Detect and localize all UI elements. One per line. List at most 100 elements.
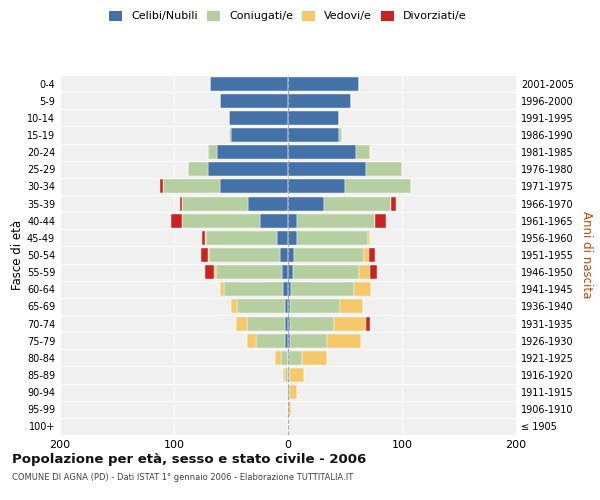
Bar: [202, 231, 205, 245]
Bar: [205, 265, 214, 279]
Bar: [290, 316, 334, 330]
Bar: [365, 162, 402, 176]
Bar: [288, 196, 325, 210]
Bar: [334, 316, 365, 330]
Bar: [325, 196, 391, 210]
Bar: [288, 111, 340, 125]
Bar: [365, 316, 370, 330]
Bar: [208, 162, 288, 176]
Y-axis label: Fasce di età: Fasce di età: [11, 220, 24, 290]
Bar: [288, 248, 294, 262]
Bar: [290, 334, 327, 347]
Bar: [182, 214, 260, 228]
Bar: [202, 248, 208, 262]
Bar: [288, 128, 340, 142]
Bar: [288, 76, 359, 90]
Bar: [288, 231, 297, 245]
Bar: [288, 265, 293, 279]
Bar: [288, 214, 297, 228]
Bar: [288, 162, 365, 176]
Bar: [327, 334, 361, 347]
Bar: [283, 368, 284, 382]
Bar: [292, 282, 354, 296]
Bar: [275, 351, 281, 365]
Bar: [284, 316, 288, 330]
Bar: [340, 300, 363, 314]
Bar: [391, 196, 397, 210]
Bar: [206, 231, 277, 245]
Bar: [359, 265, 370, 279]
Bar: [294, 248, 364, 262]
Bar: [368, 231, 370, 245]
Bar: [220, 94, 288, 108]
Bar: [236, 316, 247, 330]
Bar: [297, 231, 368, 245]
Bar: [231, 128, 288, 142]
Bar: [288, 368, 290, 382]
Bar: [283, 265, 288, 279]
Bar: [288, 145, 356, 159]
Bar: [283, 282, 288, 296]
Legend: Celibi/Nubili, Coniugati/e, Vedovi/e, Divorziati/e: Celibi/Nubili, Coniugati/e, Vedovi/e, Di…: [109, 10, 467, 22]
Bar: [170, 214, 182, 228]
Bar: [208, 145, 217, 159]
Bar: [284, 300, 288, 314]
Bar: [288, 180, 345, 194]
Bar: [281, 351, 288, 365]
Bar: [340, 128, 341, 142]
Bar: [229, 111, 288, 125]
Bar: [369, 248, 374, 262]
Bar: [248, 196, 288, 210]
Bar: [280, 248, 288, 262]
Y-axis label: Anni di nascita: Anni di nascita: [580, 212, 593, 298]
Bar: [182, 196, 248, 210]
Bar: [209, 248, 280, 262]
Bar: [290, 385, 297, 399]
Bar: [229, 128, 231, 142]
Bar: [290, 368, 304, 382]
Bar: [217, 145, 288, 159]
Bar: [288, 316, 290, 330]
Bar: [211, 76, 288, 90]
Bar: [216, 265, 283, 279]
Bar: [288, 402, 292, 416]
Bar: [288, 94, 350, 108]
Bar: [287, 385, 288, 399]
Bar: [288, 282, 292, 296]
Bar: [205, 231, 206, 245]
Bar: [374, 214, 386, 228]
Bar: [354, 282, 371, 296]
Bar: [256, 334, 284, 347]
Bar: [208, 248, 209, 262]
Text: Popolazione per età, sesso e stato civile - 2006: Popolazione per età, sesso e stato civil…: [12, 452, 366, 466]
Bar: [288, 300, 290, 314]
Bar: [288, 385, 290, 399]
Bar: [236, 300, 284, 314]
Bar: [247, 316, 284, 330]
Bar: [284, 368, 288, 382]
Bar: [288, 334, 290, 347]
Bar: [231, 300, 236, 314]
Bar: [284, 334, 288, 347]
Bar: [356, 145, 370, 159]
Bar: [220, 180, 288, 194]
Text: COMUNE DI AGNA (PD) - Dati ISTAT 1° gennaio 2006 - Elaborazione TUTTITALIA.IT: COMUNE DI AGNA (PD) - Dati ISTAT 1° genn…: [12, 472, 353, 482]
Bar: [188, 162, 208, 176]
Bar: [220, 282, 224, 296]
Bar: [293, 265, 359, 279]
Bar: [364, 248, 369, 262]
Bar: [297, 214, 374, 228]
Bar: [160, 180, 163, 194]
Bar: [370, 265, 377, 279]
Bar: [302, 351, 327, 365]
Bar: [180, 196, 182, 210]
Bar: [163, 180, 220, 194]
Bar: [290, 300, 340, 314]
Bar: [214, 265, 216, 279]
Bar: [288, 351, 302, 365]
Bar: [260, 214, 288, 228]
Bar: [345, 180, 411, 194]
Bar: [277, 231, 288, 245]
Bar: [224, 282, 283, 296]
Bar: [247, 334, 256, 347]
